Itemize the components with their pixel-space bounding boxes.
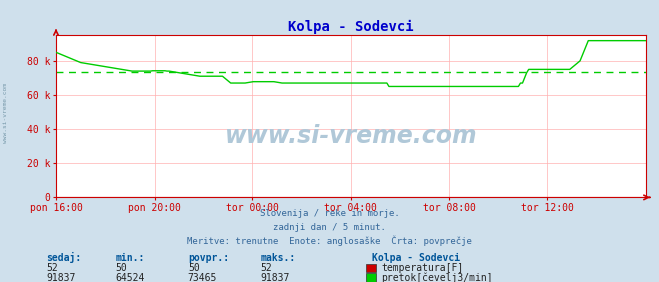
Text: 52: 52 <box>46 263 58 273</box>
Text: 91837: 91837 <box>260 273 290 282</box>
Title: Kolpa - Sodevci: Kolpa - Sodevci <box>288 20 414 34</box>
Text: 64524: 64524 <box>115 273 145 282</box>
Text: Slovenija / reke in morje.: Slovenija / reke in morje. <box>260 209 399 218</box>
Text: min.:: min.: <box>115 253 145 263</box>
Text: povpr.:: povpr.: <box>188 253 229 263</box>
Text: sedaj:: sedaj: <box>46 252 81 263</box>
Text: zadnji dan / 5 minut.: zadnji dan / 5 minut. <box>273 223 386 232</box>
Text: maks.:: maks.: <box>260 253 295 263</box>
Text: www.si-vreme.com: www.si-vreme.com <box>3 83 8 143</box>
Text: www.si-vreme.com: www.si-vreme.com <box>225 124 477 148</box>
Text: 52: 52 <box>260 263 272 273</box>
Text: 50: 50 <box>188 263 200 273</box>
Text: 73465: 73465 <box>188 273 217 282</box>
Text: pretok[čevelj3/min]: pretok[čevelj3/min] <box>382 272 493 282</box>
Text: Meritve: trenutne  Enote: anglosaške  Črta: povprečje: Meritve: trenutne Enote: anglosaške Črta… <box>187 235 472 246</box>
Text: temperatura[F]: temperatura[F] <box>382 263 464 274</box>
Text: 91837: 91837 <box>46 273 76 282</box>
Text: Kolpa - Sodevci: Kolpa - Sodevci <box>372 253 461 263</box>
Text: 50: 50 <box>115 263 127 273</box>
